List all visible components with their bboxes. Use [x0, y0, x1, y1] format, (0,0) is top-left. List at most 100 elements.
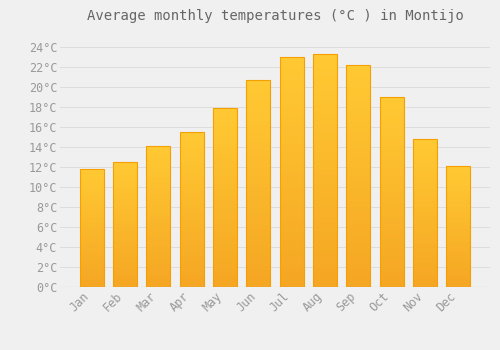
Bar: [280, 199, 303, 204]
Bar: [246, 204, 270, 208]
Bar: [146, 256, 171, 259]
Bar: [313, 170, 337, 175]
Bar: [446, 183, 470, 185]
Bar: [80, 282, 104, 285]
Bar: [413, 228, 437, 231]
Bar: [80, 221, 104, 223]
Bar: [346, 122, 370, 127]
Bar: [113, 162, 137, 287]
Bar: [280, 204, 303, 209]
Bar: [346, 185, 370, 189]
Bar: [246, 92, 270, 96]
Bar: [213, 230, 237, 233]
Bar: [346, 127, 370, 131]
Bar: [380, 283, 404, 287]
Bar: [80, 216, 104, 218]
Bar: [80, 204, 104, 206]
Bar: [280, 162, 303, 167]
Bar: [80, 278, 104, 280]
Bar: [380, 161, 404, 165]
Bar: [380, 207, 404, 211]
Bar: [413, 156, 437, 160]
Bar: [113, 162, 137, 164]
Bar: [346, 256, 370, 260]
Bar: [213, 129, 237, 133]
Bar: [113, 277, 137, 280]
Bar: [180, 281, 204, 284]
Bar: [280, 250, 303, 255]
Bar: [80, 256, 104, 259]
Bar: [213, 140, 237, 143]
Bar: [413, 243, 437, 245]
Bar: [346, 202, 370, 207]
Bar: [280, 181, 303, 186]
Bar: [146, 270, 171, 273]
Bar: [346, 198, 370, 202]
Bar: [246, 183, 270, 188]
Bar: [180, 144, 204, 147]
Bar: [380, 108, 404, 112]
Bar: [246, 125, 270, 130]
Bar: [146, 219, 171, 222]
Bar: [113, 169, 137, 172]
Bar: [146, 166, 171, 168]
Bar: [346, 274, 370, 278]
Bar: [80, 263, 104, 266]
Bar: [346, 149, 370, 154]
Bar: [180, 184, 204, 188]
Bar: [280, 153, 303, 158]
Bar: [346, 78, 370, 82]
Bar: [246, 175, 270, 179]
Bar: [180, 163, 204, 166]
Bar: [113, 282, 137, 285]
Bar: [413, 166, 437, 168]
Bar: [246, 208, 270, 212]
Bar: [280, 186, 303, 190]
Bar: [380, 234, 404, 238]
Bar: [180, 262, 204, 265]
Bar: [80, 223, 104, 225]
Bar: [413, 251, 437, 254]
Bar: [113, 202, 137, 204]
Bar: [146, 267, 171, 270]
Bar: [246, 179, 270, 183]
Bar: [146, 182, 171, 185]
Bar: [313, 194, 337, 198]
Bar: [446, 168, 470, 170]
Bar: [413, 160, 437, 162]
Bar: [446, 236, 470, 238]
Bar: [80, 195, 104, 197]
Bar: [446, 251, 470, 253]
Bar: [146, 154, 171, 157]
Bar: [346, 211, 370, 216]
Bar: [213, 226, 237, 230]
Bar: [446, 170, 470, 173]
Bar: [80, 280, 104, 282]
Bar: [146, 253, 171, 256]
Bar: [246, 130, 270, 133]
Bar: [380, 218, 404, 222]
Bar: [446, 214, 470, 217]
Bar: [346, 216, 370, 220]
Bar: [80, 268, 104, 271]
Bar: [146, 171, 171, 174]
Bar: [146, 168, 171, 171]
Bar: [446, 265, 470, 268]
Bar: [246, 88, 270, 92]
Bar: [346, 233, 370, 238]
Bar: [446, 217, 470, 219]
Bar: [346, 136, 370, 140]
Bar: [213, 122, 237, 126]
Bar: [146, 163, 171, 166]
Bar: [80, 214, 104, 216]
Bar: [280, 144, 303, 149]
Bar: [413, 216, 437, 219]
Bar: [346, 158, 370, 162]
Bar: [113, 197, 137, 199]
Bar: [213, 169, 237, 172]
Bar: [180, 169, 204, 172]
Bar: [246, 133, 270, 138]
Bar: [313, 203, 337, 208]
Bar: [446, 173, 470, 175]
Bar: [313, 245, 337, 250]
